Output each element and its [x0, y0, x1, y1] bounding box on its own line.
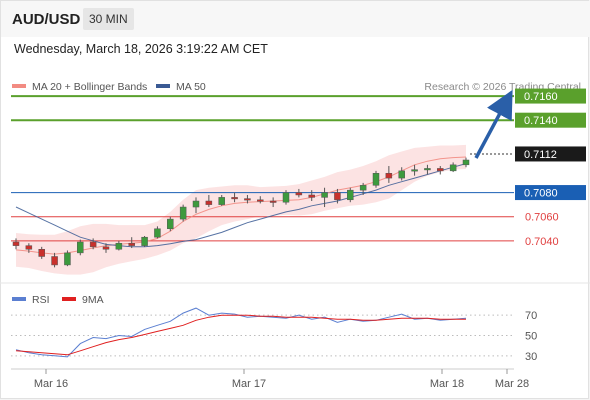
rsi-ma-line	[15, 314, 466, 356]
candle-body-18	[244, 198, 251, 201]
candle-body-31	[411, 169, 418, 172]
candle-body-35	[462, 159, 470, 166]
candle-body-30	[398, 170, 405, 179]
candle-body-19	[257, 199, 264, 202]
level-tag-last-2	[515, 146, 586, 162]
rsi-tick-30: 30	[525, 351, 537, 363]
candle-body-21	[282, 192, 290, 203]
candle-body-11	[154, 228, 161, 238]
x-tick-label-0: Mar 16	[34, 378, 68, 390]
rsi-tick-50: 50	[525, 331, 537, 343]
x-tick-label-2: Mar 18	[430, 378, 464, 390]
legend-swatch-0	[12, 84, 26, 88]
timeframe-badge[interactable]: 30 MIN	[83, 8, 134, 30]
candle-body-9	[128, 242, 135, 246]
candle-body-7	[102, 246, 110, 250]
candle-body-33	[437, 168, 444, 172]
candle-body-1	[25, 245, 33, 250]
candle-body-23	[308, 194, 315, 198]
legend-swatch-1	[156, 84, 170, 88]
rsi-tick-70: 70	[525, 310, 537, 322]
candle-body-25	[334, 192, 341, 201]
candle-body-3	[51, 256, 58, 266]
rsi-legend-label-1: 9MA	[82, 294, 104, 306]
level-tag-resistance-1	[515, 112, 586, 128]
candle-body-15	[205, 200, 213, 205]
level-label-resistance-1: 0.7140	[524, 115, 558, 127]
candle-body-12	[167, 218, 174, 230]
legend-label-1: MA 50	[176, 81, 206, 93]
candle-body-2	[38, 249, 45, 257]
candle-body-5	[77, 241, 84, 254]
level-label-support-4: 0.7060	[525, 212, 559, 224]
candle-body-4	[64, 252, 71, 266]
candle-body-26	[347, 189, 354, 201]
candle-body-16	[218, 197, 225, 205]
candle-body-34	[449, 164, 457, 172]
candle-body-32	[424, 168, 431, 171]
header-bar: AUD/USD 30 MIN	[1, 1, 590, 37]
candle-body-28	[372, 173, 380, 186]
candle-body-13	[179, 206, 187, 220]
candle-body-29	[385, 173, 393, 179]
level-label-support-5: 0.7040	[525, 236, 559, 248]
candle-body-24	[321, 192, 328, 198]
x-tick-label-3: Mar 28	[495, 378, 529, 390]
rsi-legend-swatch-0	[12, 297, 26, 301]
level-tag-resistance-0	[515, 88, 586, 104]
bollinger-band	[16, 144, 466, 275]
level-tag-pivot-3	[515, 185, 586, 201]
candle-body-17	[231, 197, 238, 200]
candle-body-20	[269, 200, 277, 203]
rsi-legend-swatch-1	[62, 297, 76, 301]
candle-body-8	[115, 242, 123, 250]
legend-label-0: MA 20 + Bollinger Bands	[32, 81, 147, 93]
projection-arrow	[474, 89, 513, 159]
ma50-line	[15, 163, 467, 248]
symbol-label: AUD/USD	[12, 11, 81, 28]
level-label-pivot-3: 0.7080	[524, 188, 558, 200]
candle-body-10	[141, 236, 148, 246]
timestamp: Wednesday, March 18, 2026 3:19:22 AM CET	[14, 42, 268, 56]
level-label-resistance-0: 0.7160	[524, 91, 558, 103]
candle-body-22	[295, 192, 303, 196]
level-label-last-2: 0.7112	[524, 149, 557, 161]
x-tick-label-1: Mar 17	[232, 378, 266, 390]
candle-body-14	[192, 200, 200, 208]
candle-body-27	[359, 185, 367, 191]
rsi-legend-label-0: RSI	[32, 294, 50, 306]
candle-body-0	[12, 241, 20, 246]
candle-body-6	[89, 241, 97, 248]
